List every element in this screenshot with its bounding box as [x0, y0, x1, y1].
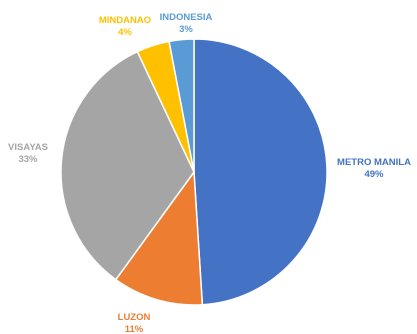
- slice-visayas: [60, 50, 195, 281]
- slice-label-luzon: LUZON: [118, 312, 151, 323]
- slice-metro-manila: [193, 38, 328, 306]
- slice-value-indonesia: 3%: [179, 24, 193, 35]
- slice-indonesia: [168, 38, 195, 173]
- slices-layer: [60, 38, 328, 306]
- slice-value-mindanao: 4%: [118, 27, 132, 38]
- slice-label-indonesia: INDONESIA: [160, 12, 213, 23]
- slice-label-mindanao: MINDANAO: [99, 15, 151, 26]
- slice-luzon: [114, 169, 204, 306]
- slice-label-metro-manila: METRO MANILA: [337, 157, 411, 168]
- slice-value-visayas: 33%: [18, 154, 38, 165]
- slice-value-metro-manila: 49%: [364, 169, 384, 180]
- slice-value-luzon: 11%: [125, 324, 144, 334]
- slice-label-visayas: VISAYAS: [8, 142, 48, 153]
